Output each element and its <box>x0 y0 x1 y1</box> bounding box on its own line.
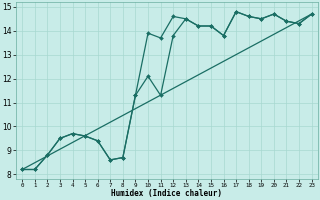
X-axis label: Humidex (Indice chaleur): Humidex (Indice chaleur) <box>111 189 222 198</box>
